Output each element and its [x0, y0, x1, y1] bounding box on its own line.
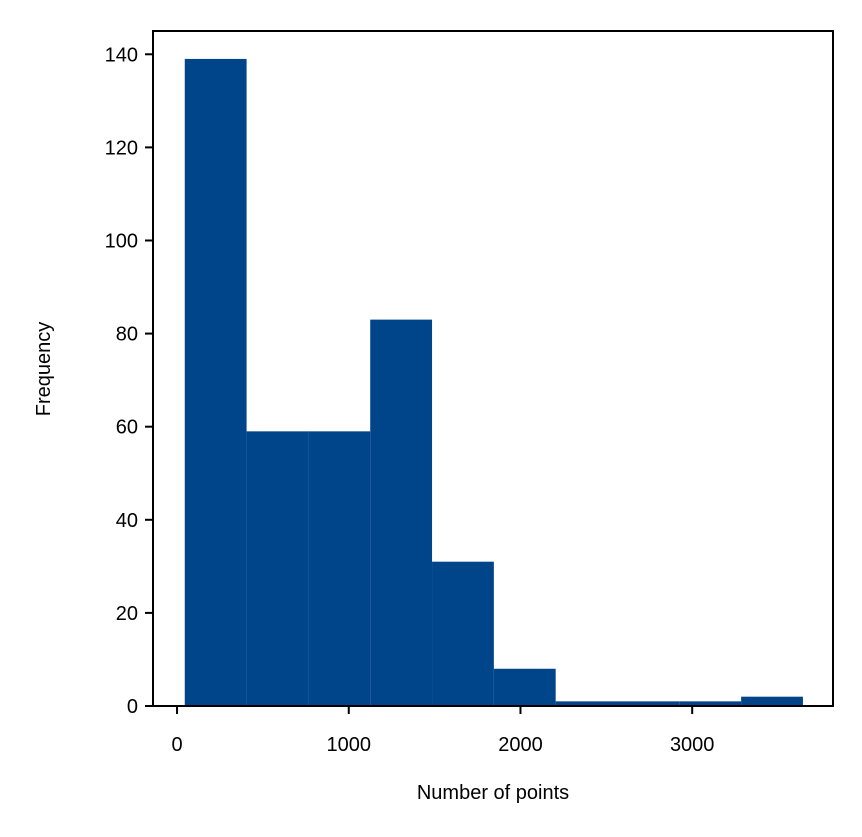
x-tick-label: 0 — [171, 734, 182, 756]
x-tick-label: 2000 — [498, 734, 543, 756]
y-tick-label: 120 — [105, 137, 138, 159]
y-tick-label: 0 — [127, 696, 138, 718]
y-tick-label: 40 — [116, 510, 138, 532]
histogram-bar-4 — [370, 319, 433, 706]
y-tick-label: 20 — [116, 603, 138, 625]
y-axis: 0 20 40 60 80 100 120 140 — [105, 44, 153, 718]
histogram-bar-2 — [246, 431, 309, 706]
x-tick-label: 1000 — [327, 734, 372, 756]
y-tick-label: 60 — [116, 417, 138, 439]
y-axis-label: Frequency — [33, 322, 55, 417]
x-tick-label: 3000 — [670, 734, 715, 756]
y-tick-label: 140 — [105, 44, 138, 66]
bars-group — [184, 58, 803, 707]
histogram-bar-5 — [432, 561, 494, 706]
plot-frame — [152, 30, 834, 707]
histogram-bar-8 — [617, 701, 680, 706]
x-axis-label: Number of points — [417, 782, 569, 804]
histogram-bar-3 — [308, 431, 371, 706]
histogram-bar-6 — [493, 668, 556, 706]
y-tick-label: 100 — [105, 230, 138, 252]
histogram-bar-7 — [555, 701, 618, 706]
histogram-bar-9 — [679, 701, 742, 706]
y-tick-label: 80 — [116, 324, 138, 346]
x-axis: 0 1000 2000 3000 — [171, 706, 714, 756]
histogram-bar-10 — [741, 696, 803, 706]
histogram-bar-1 — [184, 58, 247, 707]
